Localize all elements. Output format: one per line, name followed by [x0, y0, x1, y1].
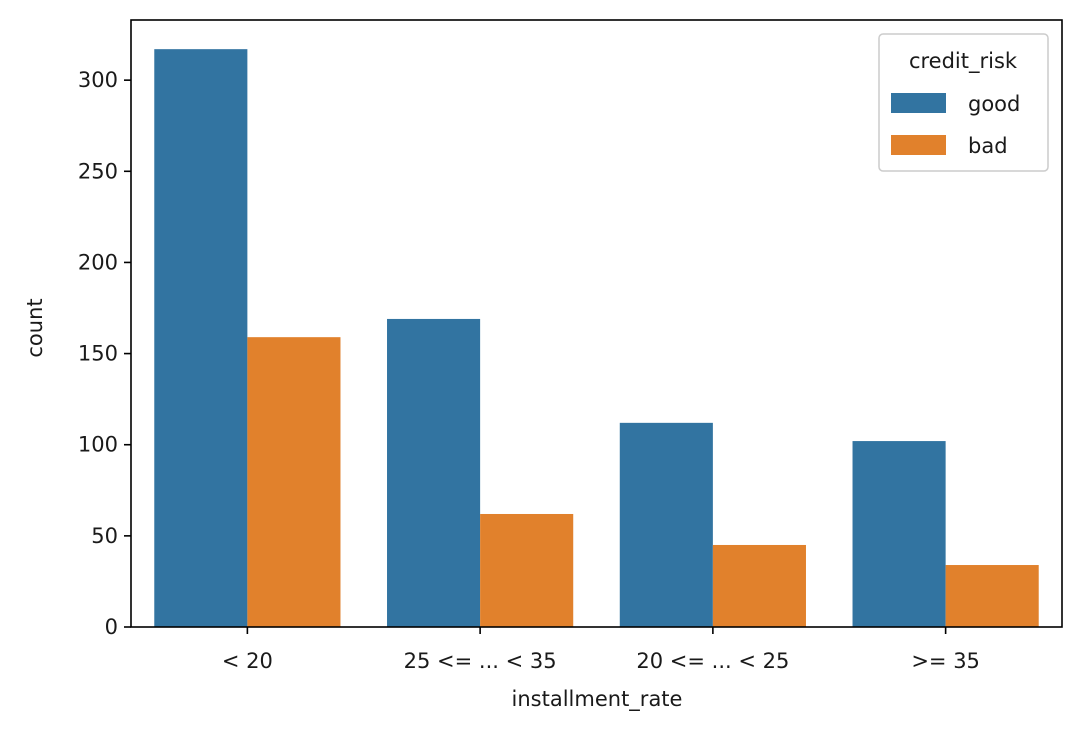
y-axis-label: count: [23, 298, 47, 357]
bar-bad-0: [247, 337, 341, 627]
legend-label-bad: bad: [968, 134, 1008, 158]
bar-good-0: [154, 49, 248, 628]
x-tick-label: >= 35: [911, 649, 980, 673]
y-tick-label: 300: [78, 68, 118, 92]
bar-bad-2: [712, 544, 806, 627]
x-tick-label: 20 <= ... < 25: [636, 649, 789, 673]
bars-layer: [154, 49, 1039, 628]
y-tick-label: 200: [78, 250, 118, 274]
y-tick-label: 0: [105, 615, 118, 639]
bar-good-1: [387, 318, 481, 627]
y-tick-label: 250: [78, 159, 118, 183]
bar-good-3: [852, 441, 946, 627]
bar-good-2: [619, 422, 713, 627]
legend-title: credit_risk: [909, 49, 1018, 74]
legend-swatch-good: [891, 93, 946, 113]
legend-swatch-bad: [891, 135, 946, 155]
y-tick-label: 150: [78, 342, 118, 366]
legend-label-good: good: [968, 92, 1020, 116]
bar-bad-3: [945, 565, 1039, 627]
x-axis-label: installment_rate: [512, 687, 683, 712]
bar-bad-1: [480, 513, 574, 627]
y-tick-label: 50: [91, 524, 118, 548]
legend: credit_risk good bad: [878, 33, 1049, 172]
plot-frame: [130, 19, 1063, 628]
x-tick-label: 25 <= ... < 35: [404, 649, 557, 673]
axes-layer: 0 50 100 150 200 250 300 < 20 25 <= ... < 35 20 <…: [78, 19, 1063, 673]
y-tick-label: 100: [78, 433, 118, 457]
x-tick-label: < 20: [222, 649, 273, 673]
